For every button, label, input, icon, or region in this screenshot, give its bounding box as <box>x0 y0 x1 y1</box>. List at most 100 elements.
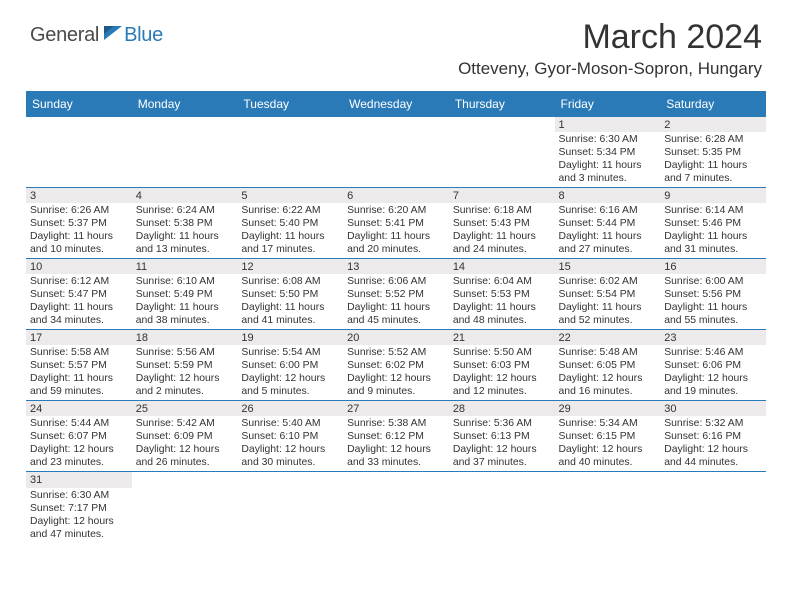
daylight-text: Daylight: 11 hours <box>664 159 762 172</box>
sunrise-text: Sunrise: 6:30 AM <box>30 489 128 502</box>
sunset-text: Sunset: 5:52 PM <box>347 288 445 301</box>
sunset-text: Sunset: 6:09 PM <box>136 430 234 443</box>
daylight-text: Daylight: 12 hours <box>453 372 551 385</box>
day-number: 28 <box>449 401 555 416</box>
day-content: Sunrise: 6:22 AMSunset: 5:40 PMDaylight:… <box>237 203 343 258</box>
page-header: General Blue March 2024 Otteveny, Gyor-M… <box>0 0 792 85</box>
day-number: 15 <box>555 259 661 274</box>
daylight-text: and 5 minutes. <box>241 385 339 398</box>
sunset-text: Sunset: 5:47 PM <box>30 288 128 301</box>
day-content: Sunrise: 6:06 AMSunset: 5:52 PMDaylight:… <box>343 274 449 329</box>
sunset-text: Sunset: 6:13 PM <box>453 430 551 443</box>
calendar-cell: 6Sunrise: 6:20 AMSunset: 5:41 PMDaylight… <box>343 188 449 259</box>
sunset-text: Sunset: 5:53 PM <box>453 288 551 301</box>
day-number: 8 <box>555 188 661 203</box>
calendar-cell <box>132 472 238 543</box>
sunrise-text: Sunrise: 5:42 AM <box>136 417 234 430</box>
weekday-header: Saturday <box>660 91 766 117</box>
day-content: Sunrise: 5:52 AMSunset: 6:02 PMDaylight:… <box>343 345 449 400</box>
day-content: Sunrise: 5:40 AMSunset: 6:10 PMDaylight:… <box>237 416 343 471</box>
day-content: Sunrise: 5:58 AMSunset: 5:57 PMDaylight:… <box>26 345 132 400</box>
day-number: 16 <box>660 259 766 274</box>
sunrise-text: Sunrise: 6:18 AM <box>453 204 551 217</box>
daylight-text: Daylight: 12 hours <box>664 372 762 385</box>
sunrise-text: Sunrise: 6:12 AM <box>30 275 128 288</box>
daylight-text: Daylight: 12 hours <box>30 443 128 456</box>
daylight-text: and 9 minutes. <box>347 385 445 398</box>
daylight-text: and 40 minutes. <box>559 456 657 469</box>
daylight-text: and 48 minutes. <box>453 314 551 327</box>
daylight-text: and 47 minutes. <box>30 528 128 541</box>
day-number: 17 <box>26 330 132 345</box>
sunrise-text: Sunrise: 6:24 AM <box>136 204 234 217</box>
day-content: Sunrise: 5:34 AMSunset: 6:15 PMDaylight:… <box>555 416 661 471</box>
day-content: Sunrise: 6:30 AMSunset: 7:17 PMDaylight:… <box>26 488 132 543</box>
daylight-text: and 30 minutes. <box>241 456 339 469</box>
sunrise-text: Sunrise: 5:44 AM <box>30 417 128 430</box>
sunset-text: Sunset: 5:49 PM <box>136 288 234 301</box>
sunrise-text: Sunrise: 6:00 AM <box>664 275 762 288</box>
calendar-row: 3Sunrise: 6:26 AMSunset: 5:37 PMDaylight… <box>26 188 766 259</box>
title-block: March 2024 Otteveny, Gyor-Moson-Sopron, … <box>458 18 762 79</box>
day-content: Sunrise: 6:12 AMSunset: 5:47 PMDaylight:… <box>26 274 132 329</box>
weekday-header: Friday <box>555 91 661 117</box>
weekday-header: Tuesday <box>237 91 343 117</box>
daylight-text: and 16 minutes. <box>559 385 657 398</box>
sunrise-text: Sunrise: 5:38 AM <box>347 417 445 430</box>
calendar-cell: 4Sunrise: 6:24 AMSunset: 5:38 PMDaylight… <box>132 188 238 259</box>
daylight-text: Daylight: 11 hours <box>559 159 657 172</box>
day-number: 25 <box>132 401 238 416</box>
day-number: 18 <box>132 330 238 345</box>
day-number: 23 <box>660 330 766 345</box>
sunrise-text: Sunrise: 6:26 AM <box>30 204 128 217</box>
calendar-cell <box>343 117 449 188</box>
daylight-text: Daylight: 11 hours <box>241 230 339 243</box>
weekday-header: Wednesday <box>343 91 449 117</box>
day-content: Sunrise: 6:30 AMSunset: 5:34 PMDaylight:… <box>555 132 661 187</box>
daylight-text: and 10 minutes. <box>30 243 128 256</box>
day-number: 7 <box>449 188 555 203</box>
calendar-cell <box>555 472 661 543</box>
sunrise-text: Sunrise: 6:10 AM <box>136 275 234 288</box>
daylight-text: Daylight: 12 hours <box>559 443 657 456</box>
calendar-row: 10Sunrise: 6:12 AMSunset: 5:47 PMDayligh… <box>26 259 766 330</box>
daylight-text: Daylight: 12 hours <box>664 443 762 456</box>
sunset-text: Sunset: 6:07 PM <box>30 430 128 443</box>
calendar-cell: 3Sunrise: 6:26 AMSunset: 5:37 PMDaylight… <box>26 188 132 259</box>
daylight-text: and 26 minutes. <box>136 456 234 469</box>
calendar-cell: 26Sunrise: 5:40 AMSunset: 6:10 PMDayligh… <box>237 401 343 472</box>
daylight-text: Daylight: 11 hours <box>347 301 445 314</box>
sunset-text: Sunset: 7:17 PM <box>30 502 128 515</box>
daylight-text: Daylight: 11 hours <box>30 372 128 385</box>
page-title: March 2024 <box>458 18 762 57</box>
day-number: 4 <box>132 188 238 203</box>
daylight-text: and 23 minutes. <box>30 456 128 469</box>
daylight-text: Daylight: 11 hours <box>136 230 234 243</box>
sunset-text: Sunset: 6:06 PM <box>664 359 762 372</box>
daylight-text: Daylight: 12 hours <box>347 372 445 385</box>
sunrise-text: Sunrise: 5:54 AM <box>241 346 339 359</box>
calendar-cell: 18Sunrise: 5:56 AMSunset: 5:59 PMDayligh… <box>132 330 238 401</box>
sunrise-text: Sunrise: 6:20 AM <box>347 204 445 217</box>
weekday-header: Sunday <box>26 91 132 117</box>
weekday-header: Thursday <box>449 91 555 117</box>
day-content: Sunrise: 6:08 AMSunset: 5:50 PMDaylight:… <box>237 274 343 329</box>
day-number: 6 <box>343 188 449 203</box>
day-number: 10 <box>26 259 132 274</box>
daylight-text: and 44 minutes. <box>664 456 762 469</box>
sunset-text: Sunset: 6:15 PM <box>559 430 657 443</box>
daylight-text: and 19 minutes. <box>664 385 762 398</box>
calendar-row: 17Sunrise: 5:58 AMSunset: 5:57 PMDayligh… <box>26 330 766 401</box>
calendar-cell: 7Sunrise: 6:18 AMSunset: 5:43 PMDaylight… <box>449 188 555 259</box>
calendar-cell: 8Sunrise: 6:16 AMSunset: 5:44 PMDaylight… <box>555 188 661 259</box>
day-content: Sunrise: 5:50 AMSunset: 6:03 PMDaylight:… <box>449 345 555 400</box>
sunset-text: Sunset: 6:00 PM <box>241 359 339 372</box>
sunset-text: Sunset: 5:44 PM <box>559 217 657 230</box>
calendar-table: Sunday Monday Tuesday Wednesday Thursday… <box>26 91 766 543</box>
daylight-text: and 45 minutes. <box>347 314 445 327</box>
daylight-text: and 3 minutes. <box>559 172 657 185</box>
calendar-cell: 12Sunrise: 6:08 AMSunset: 5:50 PMDayligh… <box>237 259 343 330</box>
calendar-cell <box>237 117 343 188</box>
day-number: 5 <box>237 188 343 203</box>
sunrise-text: Sunrise: 6:06 AM <box>347 275 445 288</box>
